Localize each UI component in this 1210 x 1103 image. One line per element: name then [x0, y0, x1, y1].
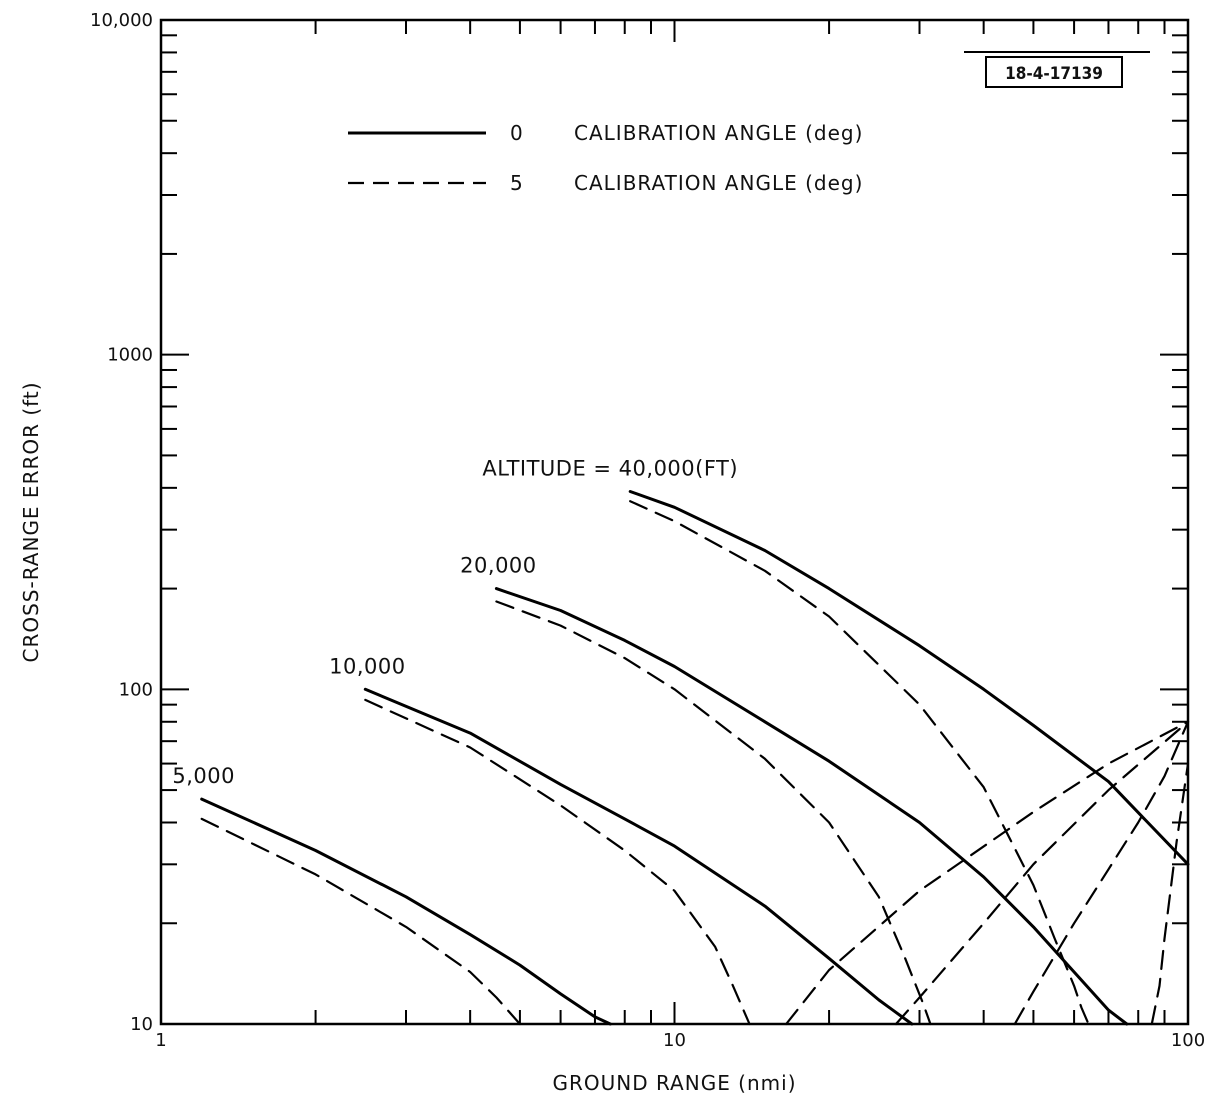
legend-label: CALIBRATION ANGLE (deg): [574, 171, 863, 195]
y-tick-label: 10,000: [90, 10, 153, 31]
curve-label-40000: ALTITUDE = 40,000(FT): [482, 457, 738, 481]
series-line-dashed-5000: [200, 817, 522, 1026]
series-line-dashed-40000: [1150, 762, 1190, 1026]
figure-id-label: 18-4-17139: [1005, 64, 1103, 84]
x-tick-label: 10: [663, 1030, 686, 1051]
y-tick-label: 10: [130, 1014, 153, 1035]
curve-label-5000: 5,000: [172, 764, 235, 788]
legend-value: 5: [510, 171, 524, 195]
series-line-dashed-40000: [1013, 720, 1190, 1026]
tick-marks-layer: [160, 19, 1189, 1025]
legend-value: 0: [510, 121, 524, 145]
series-line-solid-5000: [200, 797, 612, 1026]
x-tick-label: 1: [155, 1030, 166, 1051]
x-axis-title: GROUND RANGE (nmi): [552, 1071, 796, 1095]
series-line-dashed-10000: [364, 698, 751, 1026]
curve-label-10000: 10,000: [329, 654, 405, 678]
series-line-solid-10000: [363, 687, 914, 1026]
y-axis-title: CROSS-RANGE ERROR (ft): [19, 382, 43, 663]
curve-label-20000: 20,000: [460, 554, 536, 578]
y-tick-label: 1000: [107, 345, 153, 366]
figure-id-box: [985, 56, 1123, 88]
series-line-dashed-20000: [495, 600, 932, 1026]
series-line-solid-20000: [494, 587, 1129, 1026]
series-line-dashed-10000: [785, 720, 1190, 1026]
x-tick-label: 100: [1171, 1030, 1205, 1051]
series-line-solid-40000: [628, 490, 1190, 866]
series-line-dashed-20000: [894, 720, 1190, 1026]
series-line-dashed-40000: [629, 500, 1090, 1026]
y-tick-label: 100: [119, 679, 153, 700]
legend-label: CALIBRATION ANGLE (deg): [574, 121, 863, 145]
series-layer: [200, 490, 1190, 1026]
